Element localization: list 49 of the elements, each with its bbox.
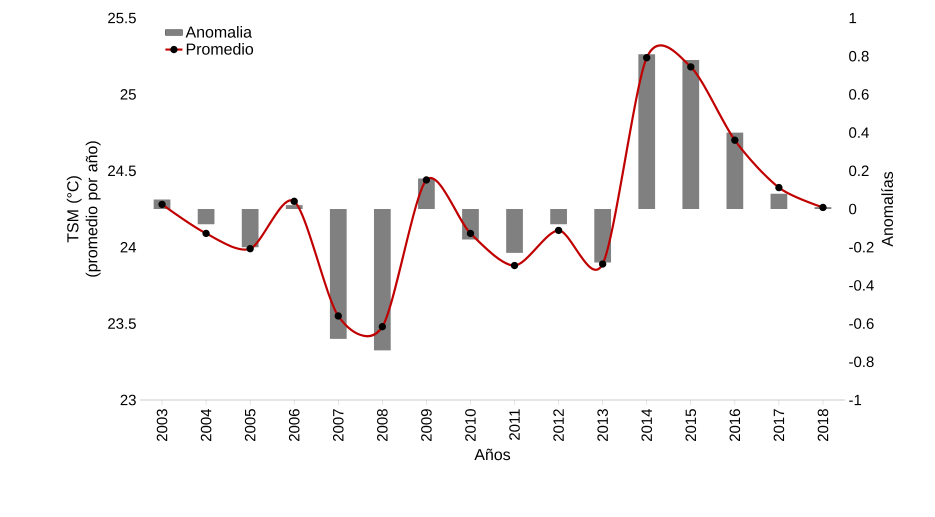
- x-axis-title: Años: [474, 448, 510, 460]
- y2-tick-label: -0.4: [849, 280, 874, 291]
- x-tick-label: 2007: [332, 409, 344, 442]
- x-tick-label: 2006: [288, 409, 300, 442]
- x-tick-label: 2016: [730, 409, 740, 442]
- y2-tick-label: -0.8: [849, 356, 874, 368]
- y-tick-label: 25: [120, 89, 136, 100]
- y2-tick-label: 0.6: [849, 89, 869, 100]
- x-tick-label: 2014: [641, 408, 652, 442]
- y-tick-label: 24: [120, 242, 136, 252]
- x-tick-label: 2018: [818, 409, 828, 442]
- bar: [770, 194, 788, 209]
- y2-axis-title: Anomalías: [881, 172, 894, 247]
- x-tick-label: 2004: [200, 408, 212, 442]
- bar: [682, 60, 700, 209]
- y-axis-title: TSM (°C) (promedio por año): [66, 141, 101, 277]
- bar: [506, 208, 523, 253]
- y2-tick-label: 0.2: [849, 166, 869, 176]
- y2-tick-label: 0.8: [849, 50, 869, 62]
- x-tick-label: 2015: [685, 409, 696, 442]
- x-tick-label: 2017: [774, 409, 784, 442]
- y-tick-label: 23: [120, 394, 136, 406]
- bar: [330, 208, 347, 339]
- bar: [638, 54, 656, 209]
- x-tick-label: 2003: [156, 409, 168, 442]
- bar: [594, 208, 612, 262]
- bar: [198, 208, 214, 224]
- x-tick-label: 2005: [244, 409, 256, 442]
- bar: [550, 208, 567, 224]
- x-tick-label: 2008: [377, 409, 388, 442]
- y2-tick-label: 0: [849, 204, 856, 214]
- legend-label: Anomalia: [186, 26, 252, 38]
- x-tick-label: 2009: [421, 409, 432, 442]
- y-tick-label: 23.5: [108, 318, 136, 329]
- bar: [374, 208, 391, 350]
- bar: [726, 132, 744, 209]
- y2-tick-label: 0.4: [849, 127, 869, 138]
- x-tick-label: 2013: [597, 409, 608, 442]
- y2-tick-label: -0.2: [849, 242, 874, 252]
- legend-label: Promedio: [186, 43, 254, 55]
- y2-tick-label: -0.6: [849, 318, 874, 329]
- y-tick-label: 25.5: [108, 12, 136, 24]
- x-tick-label: 2010: [465, 409, 476, 442]
- y2-tick-label: 1: [850, 12, 856, 24]
- x-tick-label: 2012: [553, 409, 564, 442]
- bar: [242, 208, 259, 248]
- x-tick-label: 2011: [509, 409, 520, 440]
- y2-tick-label: -1: [849, 394, 862, 406]
- y-tick-label: 24.5: [108, 166, 136, 176]
